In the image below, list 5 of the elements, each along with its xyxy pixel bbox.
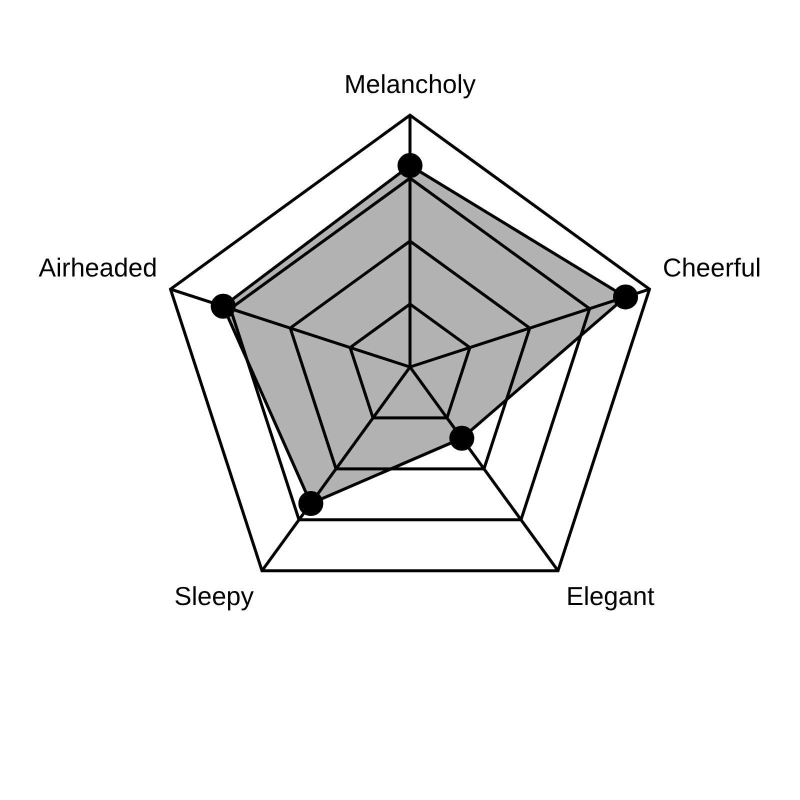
spoke-label: Cheerful xyxy=(662,252,762,282)
spoke-label: Airheaded xyxy=(38,252,158,282)
spoke-label: Elegant xyxy=(566,580,656,611)
spoke-label: Melancholy xyxy=(344,68,476,99)
spoke-label: Sleepy xyxy=(174,580,254,611)
